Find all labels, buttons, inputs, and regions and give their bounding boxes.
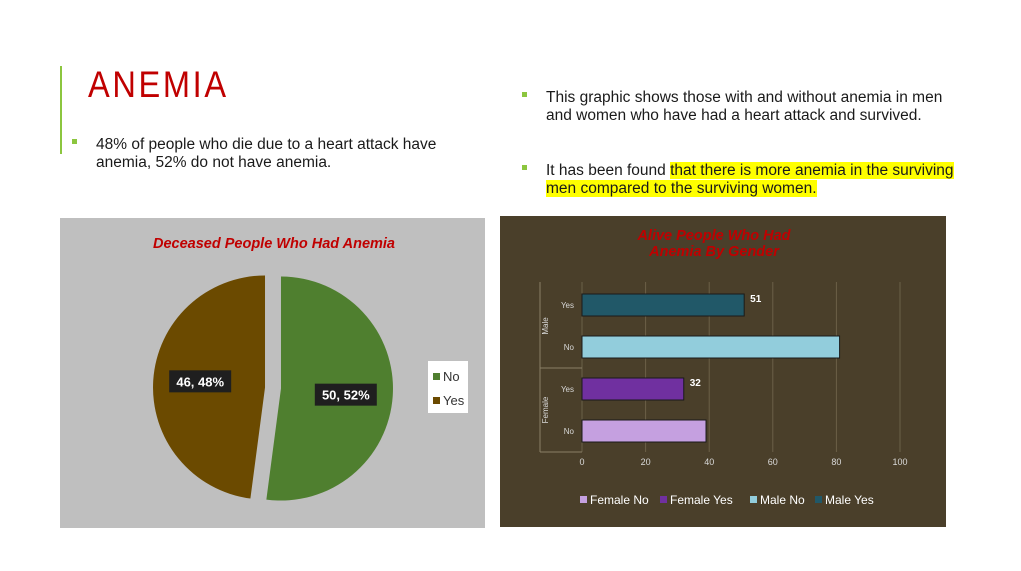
bar-data-label-male-yes: 51 [750, 294, 762, 305]
slide-title: ANEMIA [88, 64, 229, 105]
pie-data-label-no: 50, 52% [322, 388, 370, 403]
pie-data-label-yes: 46, 48% [176, 374, 224, 389]
bar-category-label: No [564, 427, 575, 436]
bar-male-no [581, 335, 841, 359]
bar-category-label: Yes [561, 385, 574, 394]
bar-group-label-male: Male [541, 317, 550, 335]
bar-category-label: Yes [561, 301, 574, 310]
bar-chart-svg: Alive People Who Had Anemia By Gender 0 20… [500, 216, 946, 527]
bar-legend-swatch-male-yes [815, 496, 822, 503]
left-bullet-text: 48% of people who die due to a heart att… [96, 136, 437, 171]
bar-legend-swatch-female-no [580, 496, 587, 503]
bar-legend-male-yes: Male Yes [825, 493, 874, 507]
pie-chart-svg: Deceased People Who Had Anemia 50, 52% 46… [60, 218, 485, 528]
pie-chart: Deceased People Who Had Anemia 50, 52% 46… [60, 218, 485, 528]
pie-data-label-box-no [314, 383, 377, 406]
bar-data-label-female-yes: 32 [690, 378, 702, 389]
pie-legend-box [428, 361, 468, 413]
bar-legend-swatch-male-no [750, 496, 757, 503]
bar-male-yes [581, 293, 745, 317]
bullet-square-icon [72, 139, 77, 144]
bar-legend-female-no: Female No [590, 493, 649, 507]
right-bullet-2-pre: It has been found [546, 162, 671, 179]
bar-chart-title: Alive People Who Had Anemia By Gender [636, 228, 791, 260]
pie-chart-title: Deceased People Who Had Anemia [153, 236, 395, 252]
bar-chart: Alive People Who Had Anemia By Gender 0 20… [500, 216, 946, 527]
bar-group-label-female: Female [541, 396, 550, 423]
right-bullet-2: It has been found that there is more ane… [522, 162, 956, 198]
pie-data-label-box-yes [169, 370, 232, 393]
pie-legend-swatch-yes [433, 397, 440, 404]
bar-x-tick-label: 80 [831, 457, 841, 467]
bar-x-tick-label: 100 [892, 457, 907, 467]
bar-legend-female-yes: Female Yes [670, 493, 733, 507]
pie-legend-no: No [443, 369, 460, 384]
pie-legend-yes: Yes [443, 393, 465, 408]
bar-legend-swatch-female-yes [660, 496, 667, 503]
bar-female-no [581, 419, 707, 443]
bullet-square-icon [522, 165, 527, 170]
bar-x-tick-label: 0 [579, 457, 584, 467]
right-bullet-1-text: This graphic shows those with and withou… [546, 89, 943, 124]
bar-x-tick-label: 60 [768, 457, 778, 467]
title-accent-bar [60, 66, 62, 154]
bar-x-tick-label: 20 [641, 457, 651, 467]
right-bullet-1: This graphic shows those with and withou… [522, 89, 956, 125]
bullet-square-icon [522, 92, 527, 97]
bar-female-yes [581, 377, 685, 401]
bar-x-tick-label: 40 [704, 457, 714, 467]
bar-legend-male-no: Male No [760, 493, 805, 507]
bar-category-label: No [564, 343, 575, 352]
bar-chart-background [500, 216, 946, 527]
left-bullet: 48% of people who die due to a heart att… [72, 136, 486, 172]
pie-legend-swatch-no [433, 373, 440, 380]
